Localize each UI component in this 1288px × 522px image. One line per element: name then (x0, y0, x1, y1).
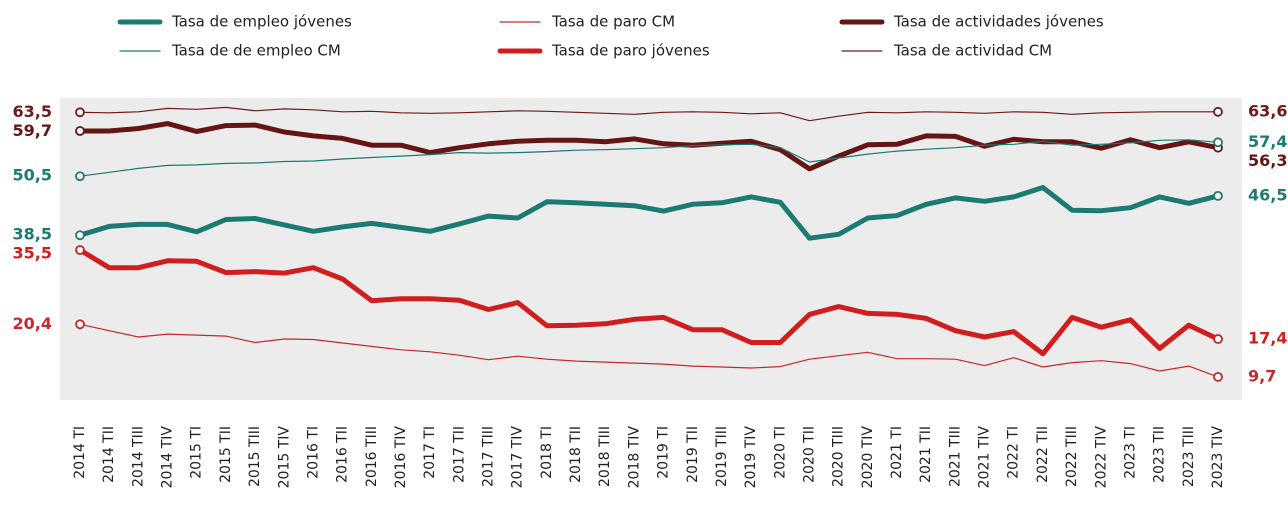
x-tick-label: 2015 TIII (247, 426, 263, 487)
end-marker (75, 126, 85, 136)
x-tick-label: 2023 TI (1122, 426, 1138, 479)
x-tick-label: 2020 TI (772, 426, 788, 479)
x-tick-label: 2018 TI (539, 426, 555, 479)
x-tick-label: 2021 TIV (977, 426, 993, 489)
end-label: 63,5 (13, 102, 52, 121)
x-tick-label: 2021 TIII (947, 426, 963, 487)
end-marker (75, 230, 85, 241)
end-marker (1213, 371, 1223, 382)
legend-label: Tasa de paro jóvenes (551, 42, 710, 60)
x-tick-label: 2014 TIV (160, 426, 176, 489)
x-tick-label: 2022 TI (1006, 426, 1022, 479)
series-line (77, 247, 1221, 357)
x-tick-label: 2017 TII (451, 426, 467, 483)
x-tick-label: 2014 TI (72, 426, 88, 479)
legend-label: Tasa de empleo jóvenes (171, 13, 352, 31)
x-tick-label: 2015 TII (218, 426, 234, 483)
x-tick-label: 2020 TIV (860, 426, 876, 489)
x-tick-label: 2019 TI (656, 426, 672, 479)
end-marker (1213, 334, 1223, 344)
end-label: 38,5 (13, 225, 52, 244)
x-tick-label: 2020 TIII (831, 426, 847, 487)
end-marker (75, 319, 85, 330)
x-tick-label: 2015 TIV (276, 426, 292, 489)
x-tick-label: 2023 TIII (1181, 426, 1197, 487)
x-tick-label: 2020 TII (801, 426, 817, 483)
x-tick-label: 2017 TIV (510, 426, 526, 489)
end-marker (1213, 106, 1223, 117)
x-tick-label: 2021 TII (918, 426, 934, 483)
x-tick-label: 2019 TIII (714, 426, 730, 487)
end-label: 56,3 (1248, 151, 1287, 170)
end-label: 50,5 (13, 166, 52, 185)
x-tick-label: 2014 TIII (130, 426, 146, 487)
end-marker (1213, 191, 1223, 201)
end-label: 35,5 (13, 244, 52, 263)
x-tick-label: 2021 TI (889, 426, 905, 479)
series-line (79, 323, 1219, 378)
x-tick-label: 2018 TIII (597, 426, 613, 487)
x-tick-label: 2019 TIV (743, 426, 759, 489)
x-tick-label: 2015 TI (189, 426, 205, 479)
x-tick-label: 2019 TII (685, 426, 701, 483)
legend-label: Tasa de actividades jóvenes (893, 13, 1104, 31)
end-label: 20,4 (13, 314, 52, 333)
x-tick-label: 2022 TIII (1064, 426, 1080, 487)
x-tick-label: 2023 TII (1152, 426, 1168, 483)
end-label: 46,5 (1248, 185, 1287, 204)
x-tick-label: 2017 TI (422, 426, 438, 479)
x-tick-label: 2016 TIV (393, 426, 409, 489)
x-tick-label: 2016 TI (305, 426, 321, 479)
x-tick-label: 2022 TIV (1093, 426, 1109, 489)
x-tick-label: 2022 TII (1035, 426, 1051, 483)
x-tick-label: 2018 TII (568, 426, 584, 483)
legend-label: Tasa de paro CM (551, 13, 675, 31)
end-label: 57,4 (1248, 132, 1287, 151)
end-label: 59,7 (13, 121, 52, 140)
end-marker (1213, 137, 1223, 148)
x-tick-label: 2017 TIII (481, 426, 497, 487)
end-marker (75, 171, 85, 182)
legend-label: Tasa de de empleo CM (171, 42, 341, 60)
end-marker (75, 107, 85, 118)
legend-label: Tasa de actividad CM (893, 42, 1052, 60)
x-tick-label: 2016 TIII (364, 426, 380, 487)
series-line (77, 185, 1221, 241)
x-tick-label: 2023 TIV (1210, 426, 1226, 489)
x-tick-label: 2018 TIV (626, 426, 642, 489)
x-tick-label: 2014 TII (101, 426, 117, 483)
end-label: 9,7 (1248, 366, 1276, 385)
end-marker (75, 245, 85, 255)
series-line (79, 106, 1219, 122)
end-label: 17,4 (1248, 329, 1287, 348)
x-tick-label: 2016 TII (335, 426, 351, 483)
end-label: 63,6 (1248, 101, 1287, 120)
series-line (79, 139, 1219, 177)
series-line (77, 121, 1221, 172)
